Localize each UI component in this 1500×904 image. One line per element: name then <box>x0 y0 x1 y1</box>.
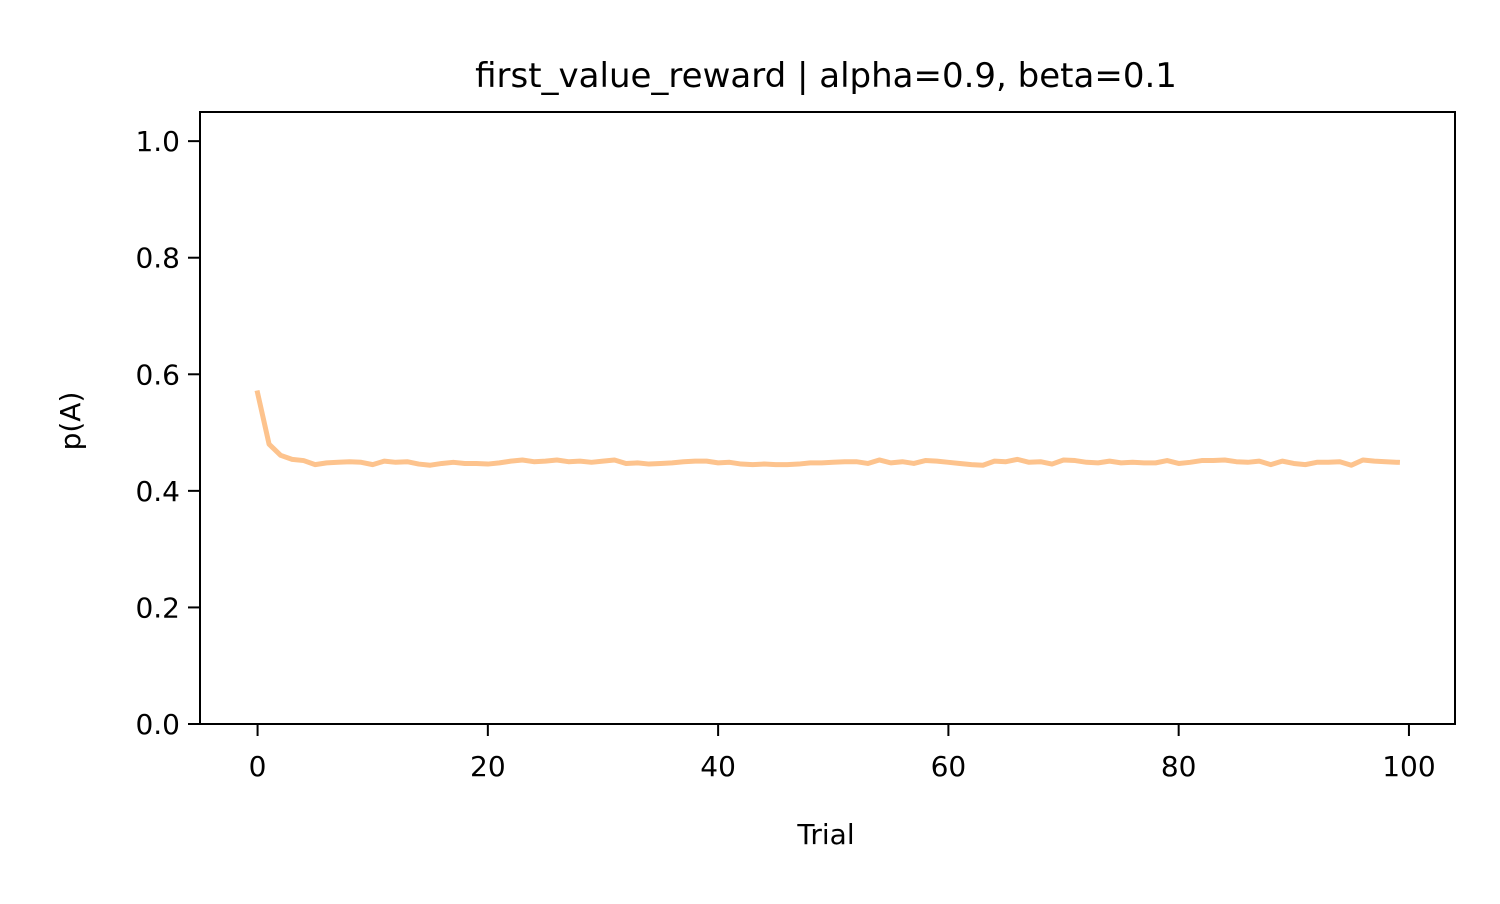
series-layer <box>254 389 1401 468</box>
x-axis-label: Trial <box>796 818 854 851</box>
x-tick-label: 100 <box>1382 750 1435 783</box>
x-axis-ticks: 0 20 40 60 80 100 <box>249 724 1436 783</box>
y-tick-label: 0.6 <box>135 358 180 391</box>
y-tick-label: 0.4 <box>135 475 180 508</box>
y-tick-label: 0.8 <box>135 242 180 275</box>
x-tick-label: 20 <box>470 750 506 783</box>
series-line <box>254 389 1401 468</box>
y-axis-ticks: 0.0 0.2 0.4 0.6 0.8 1.0 <box>135 125 200 741</box>
x-tick-label: 80 <box>1161 750 1197 783</box>
x-tick-label: 40 <box>700 750 736 783</box>
plot-frame <box>199 111 1456 725</box>
x-tick-label: 60 <box>931 750 967 783</box>
x-tick-label: 0 <box>249 750 267 783</box>
y-tick-label: 0.2 <box>135 591 180 624</box>
chart-title: first_value_reward | alpha=0.9, beta=0.1 <box>475 56 1177 96</box>
y-tick-label: 0.0 <box>135 708 180 741</box>
y-axis-label: p(A) <box>54 392 87 451</box>
y-tick-label: 1.0 <box>135 125 180 158</box>
